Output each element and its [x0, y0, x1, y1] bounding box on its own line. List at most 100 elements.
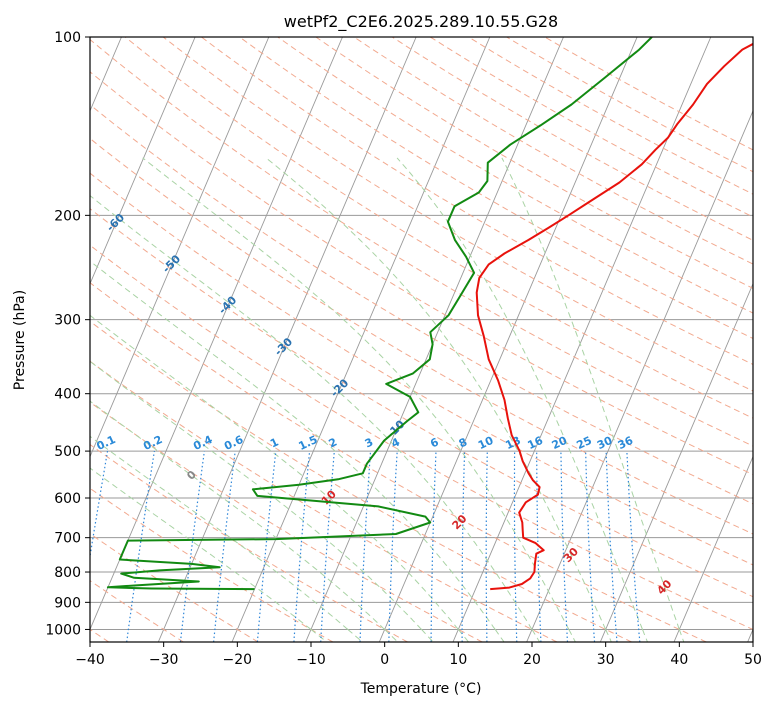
moist-adiabat-line	[90, 314, 459, 630]
mixing-ratio-label: 10	[476, 434, 496, 452]
isotherm-line	[452, 37, 712, 642]
dry-adiabat-line	[90, 38, 753, 447]
moist-adiabat-label: 40	[654, 577, 674, 597]
mixing-ratio-line	[213, 451, 236, 642]
x-tick-label: 30	[597, 652, 615, 668]
dry-adiabat-line	[506, 37, 753, 173]
x-tick-label: 10	[449, 652, 467, 668]
dry-adiabat-line	[90, 172, 753, 566]
profile-layer	[106, 37, 753, 591]
isotherm-label: -60	[104, 211, 127, 234]
isotherm-line	[526, 109, 753, 642]
isotherm-label: -20	[328, 376, 351, 399]
moist-adiabat-line	[531, 629, 541, 642]
isotherm-line	[673, 455, 753, 642]
dry-adiabat-line	[90, 104, 753, 505]
dry-adiabat-line	[239, 37, 753, 340]
moist-adiabat-line	[568, 629, 576, 642]
mixing-ratio-label: 2	[327, 435, 339, 450]
mixing-ratio-line	[256, 451, 277, 642]
y-tick-label: 500	[54, 444, 81, 460]
moist-adiabat-line	[90, 194, 533, 630]
moist-adiabat-line	[501, 157, 680, 630]
isotherm-line	[378, 37, 638, 642]
y-tick-label: 800	[54, 565, 81, 581]
mixing-ratio-label: 36	[616, 434, 636, 452]
mixing-ratio-line	[626, 451, 641, 642]
moist-adiabat-label: 0	[184, 468, 199, 483]
x-tick-label: −20	[223, 652, 253, 668]
moist-adiabat-line	[457, 629, 469, 642]
isotherm-label: -40	[216, 293, 239, 316]
moist-adiabat-line	[605, 629, 612, 642]
mixing-ratio-line	[605, 451, 618, 642]
dry-adiabat-line	[90, 320, 632, 642]
mixing-ratio-label: 3	[363, 435, 375, 450]
moist-adiabat-line	[90, 467, 312, 630]
dry-adiabat-line	[90, 487, 334, 642]
temperature-profile	[475, 42, 753, 591]
y-axis-label: Pressure (hPa)	[12, 290, 28, 390]
mixing-ratio-line	[513, 451, 518, 642]
moist-adiabat-line	[421, 629, 434, 642]
y-tick-label: 600	[54, 491, 81, 507]
x-tick-label: 20	[523, 652, 541, 668]
x-axis: −40 −30 −20 −10 0 10 20 30 40 50	[75, 642, 762, 668]
moist-adiabat-line	[90, 260, 496, 630]
dry-adiabat-line	[277, 37, 753, 314]
dry-adiabat-line	[391, 37, 753, 241]
grid-layer	[90, 37, 753, 642]
chart-title: wetPf2_C2E6.2025.289.10.55.G28	[284, 12, 558, 32]
x-tick-label: −10	[296, 652, 326, 668]
y-tick-label: 100	[54, 30, 81, 46]
moist-adiabat-line	[142, 157, 570, 630]
moist-adiabat-line	[347, 629, 363, 642]
mixing-ratio-line	[461, 451, 466, 642]
isotherm-line	[599, 282, 753, 642]
y-tick-label: 1000	[45, 622, 81, 638]
moist-adiabat-line	[494, 629, 505, 642]
mixing-ratio-label: 0.4	[191, 433, 214, 453]
mixing-ratio-label: 6	[428, 435, 441, 450]
moist-adiabat-label: 10	[319, 487, 339, 507]
y-axis: 100 200 300 400 500 600 700 800 900 1000	[45, 30, 90, 638]
moist-adiabat-line	[384, 629, 399, 642]
mixing-ratio-line	[90, 451, 109, 560]
moist-adiabat-line	[642, 629, 648, 642]
mixing-ratio-label: 16	[526, 434, 546, 452]
isotherm-line	[157, 37, 417, 642]
mixing-ratio-label: 20	[550, 434, 570, 452]
mixing-ratio-line	[560, 451, 569, 642]
moist-adiabat-line	[90, 400, 386, 630]
x-tick-label: 40	[670, 652, 688, 668]
isotherm-line	[90, 37, 196, 285]
y-tick-label: 400	[54, 387, 81, 403]
dry-adiabat-line	[430, 37, 753, 218]
dry-adiabat-line	[90, 360, 558, 642]
mixing-ratio-line	[179, 451, 205, 642]
mixing-ratio-label: 0.1	[94, 433, 117, 453]
x-tick-label: 0	[380, 652, 389, 668]
moist-adiabat-line	[678, 629, 685, 642]
dry-adiabat-line	[90, 282, 707, 642]
mixing-ratio-line	[485, 451, 488, 642]
x-axis-label: Temperature (°C)	[360, 681, 482, 697]
dry-adiabat-line	[90, 244, 753, 630]
moist-adiabat-line	[90, 435, 349, 630]
x-tick-label: −40	[75, 652, 105, 668]
x-tick-label: 50	[744, 652, 762, 668]
mixing-ratio-label: 0.6	[222, 433, 245, 453]
isotherm-line	[747, 628, 753, 642]
isotherm-line	[231, 37, 491, 642]
plot-frame	[89, 36, 754, 643]
mixing-ratio-label: 1	[268, 435, 280, 450]
y-tick-label: 900	[54, 595, 81, 611]
dry-adiabat-line	[544, 37, 753, 151]
x-tick-label: −30	[149, 652, 179, 668]
y-tick-label: 700	[54, 531, 81, 547]
dry-adiabat-line	[90, 533, 259, 642]
mixing-ratio-line	[585, 451, 596, 642]
mixing-ratio-line	[293, 451, 311, 642]
mixing-ratio-line	[126, 451, 155, 642]
